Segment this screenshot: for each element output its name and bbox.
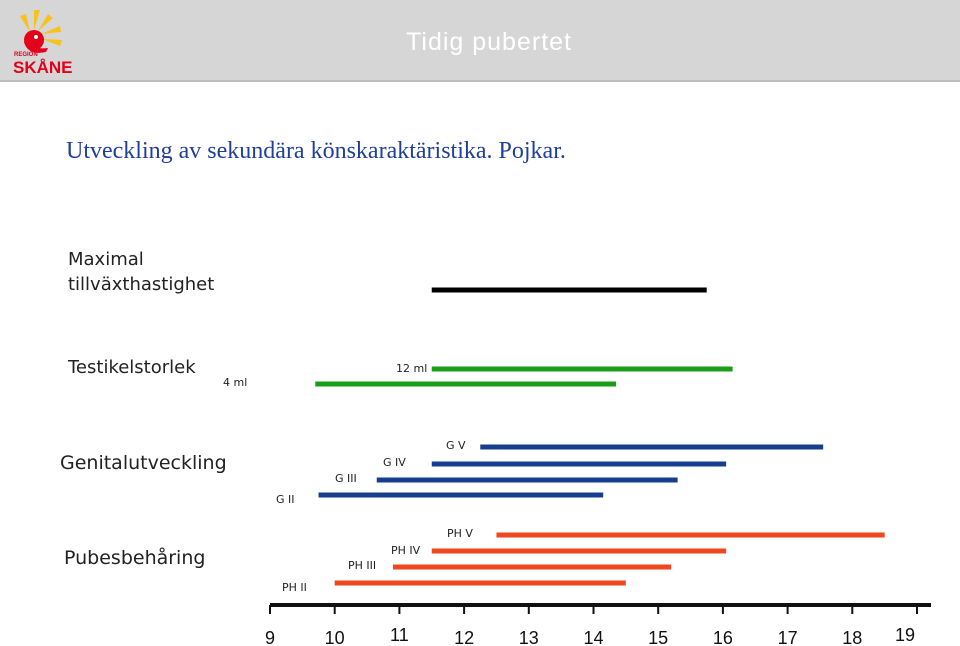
x-tick-label: 11 xyxy=(390,625,409,645)
bar-label: 12 ml xyxy=(396,362,427,375)
x-tick-label: 15 xyxy=(648,628,668,646)
bar-label: PH II xyxy=(282,581,307,594)
x-tick-label: 19 xyxy=(895,625,915,645)
logo-skane-text: SKÅNE xyxy=(13,58,73,76)
group-label: Pubesbehåring xyxy=(64,546,205,569)
griffin-sun-icon xyxy=(20,10,62,53)
header-bar: REGION SKÅNE Tidig pubertet xyxy=(0,0,960,82)
group-label: Testikelstorlek xyxy=(67,357,196,378)
logo-region-text: REGION xyxy=(14,52,38,58)
bar-label: PH IV xyxy=(391,544,421,557)
group-label: Maximal xyxy=(68,249,144,270)
bar-label: G II xyxy=(276,493,295,506)
group-label: Genitalutveckling xyxy=(60,452,227,474)
range-bar xyxy=(334,580,626,586)
x-tick-label: 16 xyxy=(713,628,733,646)
x-tick-label: 14 xyxy=(583,628,603,646)
range-bar xyxy=(318,492,604,498)
range-bar xyxy=(376,477,678,483)
range-bar xyxy=(431,461,727,467)
page-title: Tidig pubertet xyxy=(406,28,572,56)
bar-label: PH III xyxy=(348,559,376,572)
bar-label: G III xyxy=(335,472,357,485)
range-bar xyxy=(480,444,824,450)
x-tick-label: 10 xyxy=(325,628,345,646)
bar-label: PH V xyxy=(447,527,473,540)
range-bar xyxy=(431,366,733,372)
x-tick-label: 9 xyxy=(265,628,275,646)
range-bar xyxy=(315,381,617,387)
range-bar xyxy=(392,564,672,570)
slide-subtitle: Utveckling av sekundära könskaraktäristi… xyxy=(66,138,566,164)
range-bar xyxy=(496,532,885,538)
bar-label: G IV xyxy=(383,456,406,469)
bar-label: 4 ml xyxy=(223,376,247,389)
range-bar xyxy=(431,548,727,554)
region-skane-logo: REGION SKÅNE xyxy=(13,10,73,76)
group-label: tillväxthastighet xyxy=(68,274,214,295)
x-tick-label: 18 xyxy=(842,628,862,646)
x-tick-label: 12 xyxy=(454,628,474,646)
x-tick-label: 13 xyxy=(519,628,539,646)
bar-label: G V xyxy=(446,439,466,452)
x-axis-line xyxy=(270,603,931,607)
x-tick-label: 17 xyxy=(778,628,798,646)
range-bar xyxy=(431,287,707,293)
